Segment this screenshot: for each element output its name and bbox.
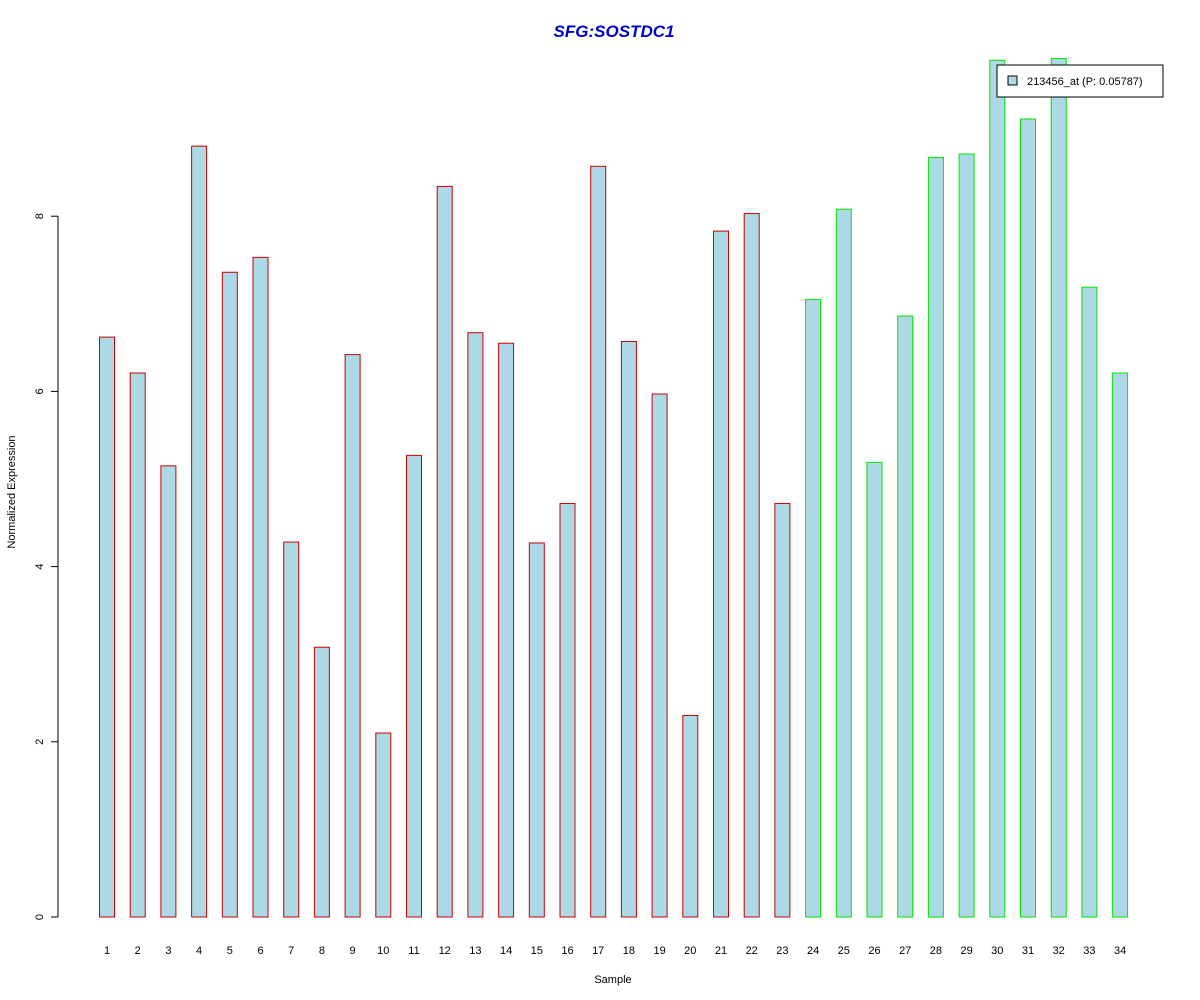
bar-sample-22 (743, 213, 760, 918)
chart-title: SFG:SOSTDC1 (554, 22, 675, 41)
x-tick-label: 31 (1022, 945, 1034, 957)
x-axis-label: Sample (594, 974, 631, 986)
x-tick-label: 30 (991, 945, 1003, 957)
bar-sample-2 (129, 372, 146, 918)
y-axis-label: Normalized Expression (6, 435, 18, 548)
x-tick-label: 11 (408, 945, 419, 957)
bar-sample-30 (989, 59, 1006, 918)
bar-sample-29 (958, 153, 975, 918)
x-tick-label: 20 (684, 945, 696, 957)
bar-sample-9 (344, 354, 361, 918)
bar-sample-11 (406, 454, 422, 918)
x-tick-label: 10 (377, 945, 389, 957)
x-tick-label: 1 (104, 945, 110, 957)
y-tick-label: 4 (34, 564, 46, 570)
legend-box (996, 64, 1164, 98)
bars (99, 58, 1129, 918)
x-tick-label: 24 (807, 945, 819, 957)
bar-sample-28 (927, 157, 944, 918)
bar-sample-24 (805, 298, 822, 918)
bar-sample-4 (191, 145, 208, 918)
bar-sample-21 (713, 230, 729, 918)
bar-sample-20 (682, 715, 699, 918)
y-tick-label: 8 (34, 213, 46, 219)
x-tick-label: 34 (1114, 945, 1126, 957)
bar-sample-17 (590, 165, 607, 918)
x-tick-label: 15 (531, 945, 543, 957)
x-tick-label: 13 (469, 945, 481, 957)
x-tick-label: 29 (960, 945, 972, 957)
bar-sample-7 (283, 541, 300, 918)
bar-sample-3 (160, 465, 177, 918)
x-tick-label: 7 (288, 945, 294, 957)
bar-sample-27 (897, 315, 914, 918)
y-tick-label: 2 (34, 739, 46, 745)
x-tick-labels: 1 2 3 4 5 6 7 8 9 10 11 12 13 14 15 16 17 18 19 20 21 22 23 24 2… (104, 945, 1126, 957)
x-tick-label: 27 (899, 945, 911, 957)
x-tick-label: 32 (1053, 945, 1065, 957)
x-tick-label: 5 (227, 945, 233, 957)
bar-sample-31 (1020, 118, 1036, 918)
x-tick-label: 9 (350, 945, 356, 957)
bar-sample-18 (620, 340, 637, 918)
bar-sample-1 (99, 336, 115, 918)
x-tick-label: 14 (500, 945, 512, 957)
bar-sample-12 (436, 185, 453, 918)
x-tick-label: 25 (838, 945, 850, 957)
y-axis: 0 2 4 6 8 (34, 213, 59, 920)
bar-sample-26 (866, 461, 883, 918)
x-tick-label: 28 (930, 945, 942, 957)
x-tick-label: 3 (165, 945, 171, 957)
x-tick-label: 4 (196, 945, 202, 957)
bar-sample-33 (1081, 286, 1098, 918)
bar-sample-34 (1112, 372, 1129, 918)
bar-sample-15 (528, 542, 545, 918)
y-tick-label: 0 (34, 914, 46, 920)
bar-sample-19 (651, 393, 668, 918)
x-tick-label: 21 (715, 945, 727, 957)
x-tick-label: 17 (592, 945, 604, 957)
bar-sample-23 (774, 503, 791, 918)
bar-sample-25 (835, 208, 852, 918)
x-tick-label: 8 (319, 945, 325, 957)
x-tick-label: 6 (257, 945, 263, 957)
legend-swatch (1007, 75, 1018, 86)
x-tick-label: 23 (776, 945, 788, 957)
bar-sample-32 (1050, 58, 1067, 918)
bar-sample-5 (221, 271, 238, 918)
bar-sample-8 (313, 646, 330, 918)
x-tick-label: 16 (561, 945, 573, 957)
x-tick-label: 26 (868, 945, 880, 957)
x-tick-label: 22 (746, 945, 758, 957)
bar-sample-13 (467, 332, 484, 918)
legend-entry-label: 213456_at (P: 0.05787) (1027, 76, 1143, 88)
bar-sample-14 (498, 342, 515, 918)
x-tick-label: 2 (135, 945, 141, 957)
x-tick-label: 12 (439, 945, 451, 957)
y-tick-label: 6 (34, 388, 46, 394)
x-tick-label: 33 (1083, 945, 1095, 957)
x-tick-label: 18 (623, 945, 635, 957)
bar-sample-10 (375, 732, 392, 918)
x-tick-label: 19 (653, 945, 665, 957)
bar-sample-16 (559, 503, 576, 918)
bar-sample-6 (252, 256, 269, 918)
legend: 213456_at (P: 0.05787) (996, 64, 1164, 98)
